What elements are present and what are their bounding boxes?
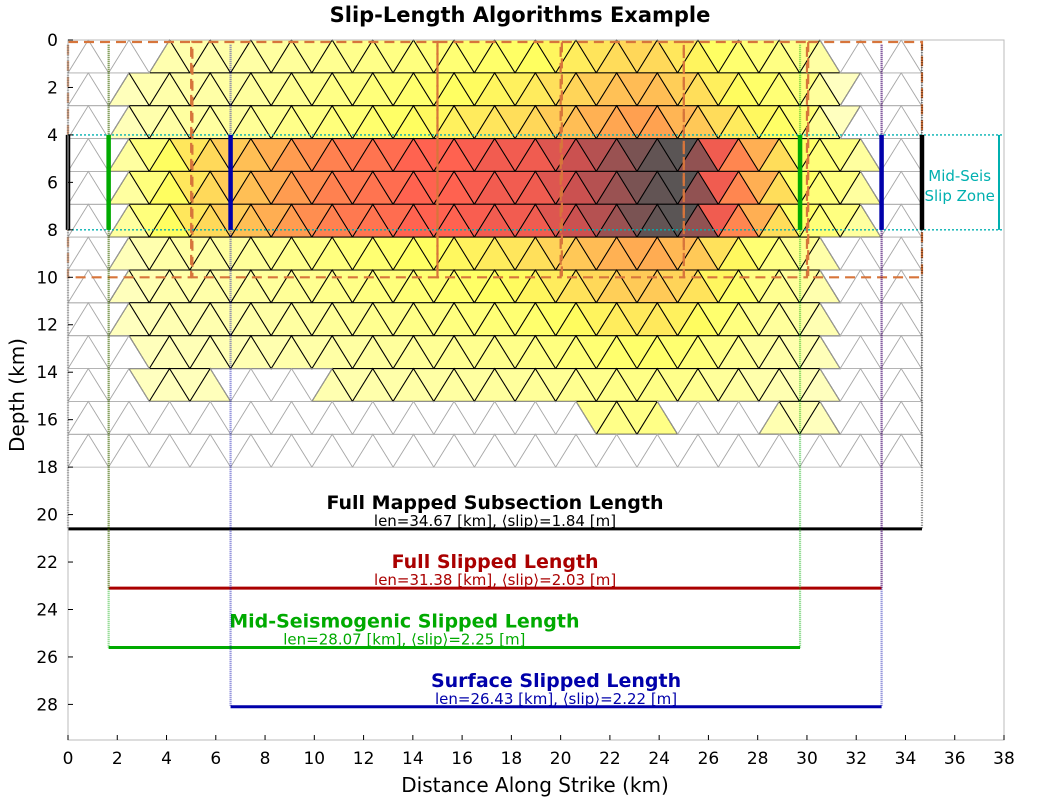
x-tick-label: 30 xyxy=(796,749,818,769)
x-tick-label: 34 xyxy=(895,749,917,769)
x-tick-label: 16 xyxy=(451,749,473,769)
x-tick-label: 14 xyxy=(402,749,424,769)
x-tick-label: 10 xyxy=(303,749,325,769)
x-axis-label: Distance Along Strike (km) xyxy=(401,773,669,797)
series-annotation-label: len=31.38 [km], ⟨slip⟩=2.03 [m] xyxy=(374,571,616,589)
x-tick-label: 28 xyxy=(747,749,769,769)
series-annotation-label: len=34.67 [km], ⟨slip⟩=1.84 [m] xyxy=(374,512,616,530)
x-tick-label: 18 xyxy=(501,749,523,769)
mesh-element xyxy=(900,302,923,338)
x-tick-label: 12 xyxy=(353,749,375,769)
axes: 0 2 4 6 8 10 12 14 16 18 20 22 24 26 28 30 32 34 36 3802468… xyxy=(36,31,1014,769)
y-tick-label: 22 xyxy=(36,553,58,573)
y-tick-label: 8 xyxy=(47,221,58,241)
y-tick-label: 6 xyxy=(47,173,58,193)
x-tick-label: 20 xyxy=(550,749,572,769)
y-tick-label: 2 xyxy=(47,78,58,98)
y-tick-label: 26 xyxy=(36,648,58,668)
y-tick-label: 18 xyxy=(36,458,58,478)
x-tick-label: 36 xyxy=(944,749,966,769)
mid-seis-zone-label: Mid-Seis xyxy=(928,167,991,185)
mesh-element xyxy=(900,269,923,305)
subsection-box xyxy=(560,40,685,279)
y-axis-label: Depth (km) xyxy=(5,338,29,452)
series-annotation-label: len=28.07 [km], ⟨slip⟩=2.25 [m] xyxy=(283,630,525,648)
mesh-element xyxy=(900,335,923,370)
mesh-element xyxy=(737,400,780,436)
y-tick-label: 28 xyxy=(36,695,58,715)
x-tick-label: 4 xyxy=(161,749,172,769)
y-tick-label: 0 xyxy=(47,31,58,51)
series-name-label: Surface Slipped Length xyxy=(431,670,681,692)
x-tick-label: 6 xyxy=(210,749,221,769)
series-name-label: Full Mapped Subsection Length xyxy=(326,492,663,514)
x-tick-label: 8 xyxy=(260,749,271,769)
mesh-element xyxy=(290,368,333,403)
y-tick-label: 16 xyxy=(36,411,58,431)
x-tick-label: 24 xyxy=(648,749,670,769)
mid-seis-zone: Mid-Seis Slip Zone xyxy=(68,134,1004,231)
y-tick-label: 10 xyxy=(36,268,58,288)
slip-mesh-fill xyxy=(107,39,882,436)
x-tick-label: 22 xyxy=(599,749,621,769)
y-tick-label: 14 xyxy=(36,363,58,383)
series-annotation-label: len=26.43 [km], ⟨slip⟩=2.22 [m] xyxy=(435,690,677,708)
x-tick-label: 38 xyxy=(993,749,1015,769)
mesh-element xyxy=(87,269,130,304)
series-name-label: Full Slipped Length xyxy=(392,551,599,573)
subsection-box xyxy=(436,40,562,279)
subsection-box xyxy=(682,40,809,279)
y-tick-label: 20 xyxy=(36,506,58,526)
y-tick-label: 24 xyxy=(36,600,58,620)
x-tick-label: 26 xyxy=(698,749,720,769)
plot-frame xyxy=(67,39,1005,741)
y-tick-label: 4 xyxy=(47,126,58,146)
x-tick-label: 0 xyxy=(63,749,74,769)
chart-title: Slip-Length Algorithms Example xyxy=(330,3,711,27)
x-tick-label: 32 xyxy=(845,749,867,769)
y-tick-label: 12 xyxy=(36,316,58,336)
mid-seis-zone-label: Slip Zone xyxy=(924,187,994,205)
x-tick-label: 2 xyxy=(112,749,123,769)
series-name-label: Mid-Seismogenic Slipped Length xyxy=(229,610,579,632)
